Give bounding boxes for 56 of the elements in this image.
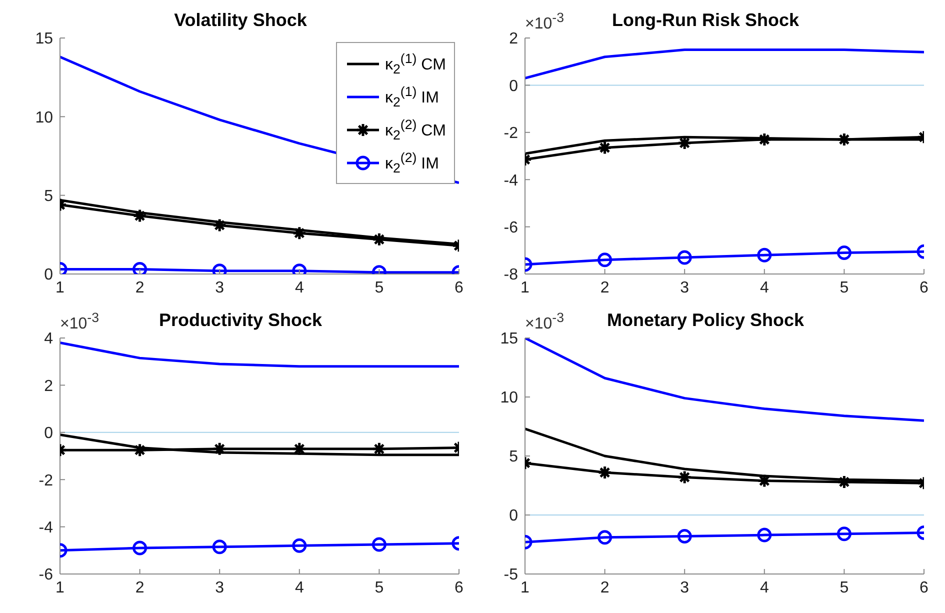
- x-tick-label: 5: [840, 279, 849, 296]
- x-tick-label: 1: [520, 579, 530, 596]
- y-tick-label: 15: [500, 330, 518, 348]
- x-tick-label: 4: [760, 579, 769, 596]
- y-tick-label: 0: [44, 266, 54, 284]
- x-tick-label: 6: [454, 279, 464, 296]
- x-tick-label: 5: [840, 579, 849, 596]
- legend-label: κ$_{2}$$^{(2)}$ IM: [384, 150, 439, 176]
- y-tick-label: 5: [509, 448, 518, 466]
- y-tick-label: -6: [38, 566, 54, 584]
- y-tick-label: -2: [38, 472, 54, 490]
- y-tick-label: -2: [504, 125, 518, 142]
- x-tick-label: 1: [56, 579, 65, 596]
- x-tick-label: 2: [135, 279, 144, 296]
- y-tick-label: 10: [500, 390, 518, 407]
- x-tick-label: 5: [374, 579, 384, 596]
- chart-title: Productivity Shock: [158, 310, 322, 330]
- x-tick-label: 5: [374, 279, 384, 296]
- x-tick-label: 3: [215, 579, 224, 596]
- y-tick-label: -8: [504, 266, 518, 284]
- x-tick-label: 6: [454, 579, 464, 596]
- y-tick-label: 15: [35, 30, 54, 48]
- legend-label: κ$_{2}$$^{(1)}$ CM: [384, 50, 446, 76]
- x-tick-label: 3: [215, 279, 224, 296]
- x-tick-label: 3: [680, 579, 690, 596]
- x-tick-label: 4: [760, 279, 769, 296]
- y-tick-label: 2: [44, 378, 54, 395]
- chart-title: Monetary Policy Shock: [606, 310, 804, 330]
- chart-title: Volatility Shock: [173, 10, 308, 31]
- chart-title: Long-Run Risk Shock: [612, 10, 799, 30]
- y-tick-label: 0: [509, 78, 518, 95]
- text: ×10$^{-3}$: [525, 10, 564, 34]
- x-tick-label: 1: [56, 279, 65, 296]
- y-tick-label: -4: [38, 519, 54, 536]
- y-tick-label: 0: [44, 425, 54, 442]
- y-tick-label: 5: [44, 188, 54, 206]
- text: ×10$^{-3}$: [60, 310, 99, 334]
- y-tick-label: -5: [504, 566, 518, 584]
- x-tick-label: 3: [680, 279, 690, 296]
- y-tick-label: -6: [504, 219, 518, 236]
- y-tick-label: 10: [35, 109, 54, 126]
- x-tick-label: 2: [600, 279, 610, 296]
- text: ×10$^{-3}$: [525, 310, 564, 334]
- x-tick-label: 6: [920, 579, 929, 596]
- y-tick-label: -4: [504, 172, 518, 190]
- x-tick-label: 2: [600, 579, 610, 596]
- y-tick-label: 2: [509, 30, 518, 48]
- x-tick-label: 4: [294, 279, 304, 296]
- x-tick-label: 2: [135, 579, 144, 596]
- legend-label: κ$_{2}$$^{(2)}$ CM: [384, 116, 446, 142]
- y-tick-label: 0: [509, 508, 518, 525]
- legend-label: κ$_{2}$$^{(1)}$ IM: [384, 84, 439, 110]
- y-tick-label: 4: [44, 330, 54, 348]
- x-tick-label: 6: [920, 279, 929, 296]
- x-tick-label: 1: [520, 279, 530, 296]
- x-tick-label: 4: [294, 579, 304, 596]
